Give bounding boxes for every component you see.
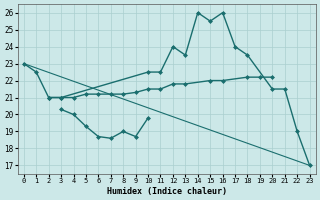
X-axis label: Humidex (Indice chaleur): Humidex (Indice chaleur)	[107, 187, 227, 196]
